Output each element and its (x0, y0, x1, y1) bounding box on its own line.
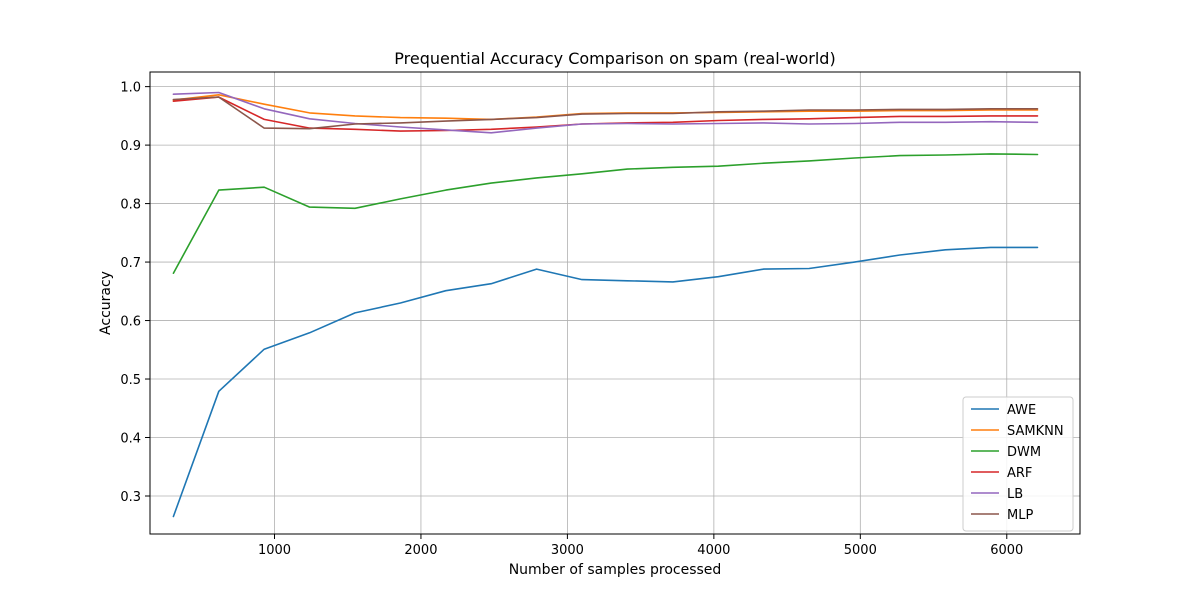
series-lines (172, 91, 1039, 518)
y-tick-label: 0.7 (120, 256, 141, 271)
y-tick-label: 0.3 (120, 490, 141, 505)
chart-title: Prequential Accuracy Comparison on spam … (394, 49, 835, 68)
y-tick-label: 0.8 (120, 198, 141, 213)
y-axis-label: Accuracy (98, 271, 114, 335)
x-tick-label: 4000 (697, 543, 730, 558)
series-line-mlp (172, 96, 1039, 130)
x-tick-label: 5000 (844, 543, 877, 558)
y-tick-label: 0.5 (120, 373, 141, 388)
ticks: 1000 2000 3000 4000 5000 6000 0.3 0.4 0.5 0.6 0.7 0… (120, 81, 1023, 558)
series-line-dwm (172, 153, 1039, 275)
y-tick-label: 0.4 (120, 432, 141, 447)
legend-label-dwm: DWM (1007, 445, 1041, 460)
x-tick-label: 2000 (404, 543, 437, 558)
x-tick-label: 3000 (551, 543, 584, 558)
legend-label-awe: AWE (1007, 403, 1036, 418)
y-tick-label: 1.0 (120, 81, 141, 96)
x-tick-label: 6000 (990, 543, 1023, 558)
x-tick-label: 1000 (258, 543, 291, 558)
x-axis-label: Number of samples processed (509, 562, 722, 578)
legend-label-samknn: SAMKNN (1007, 424, 1064, 439)
legend-label-lb: LB (1007, 487, 1023, 502)
legend: AWE SAMKNN DWM ARF LB MLP (962, 396, 1074, 532)
grid (150, 72, 1080, 534)
series-line-lb (172, 91, 1039, 134)
y-tick-label: 0.6 (120, 315, 141, 330)
plot-frame (149, 71, 1081, 535)
y-tick-label: 0.9 (120, 139, 141, 154)
series-line-awe (172, 246, 1039, 518)
legend-label-mlp: MLP (1007, 508, 1033, 523)
legend-label-arf: ARF (1007, 466, 1032, 481)
